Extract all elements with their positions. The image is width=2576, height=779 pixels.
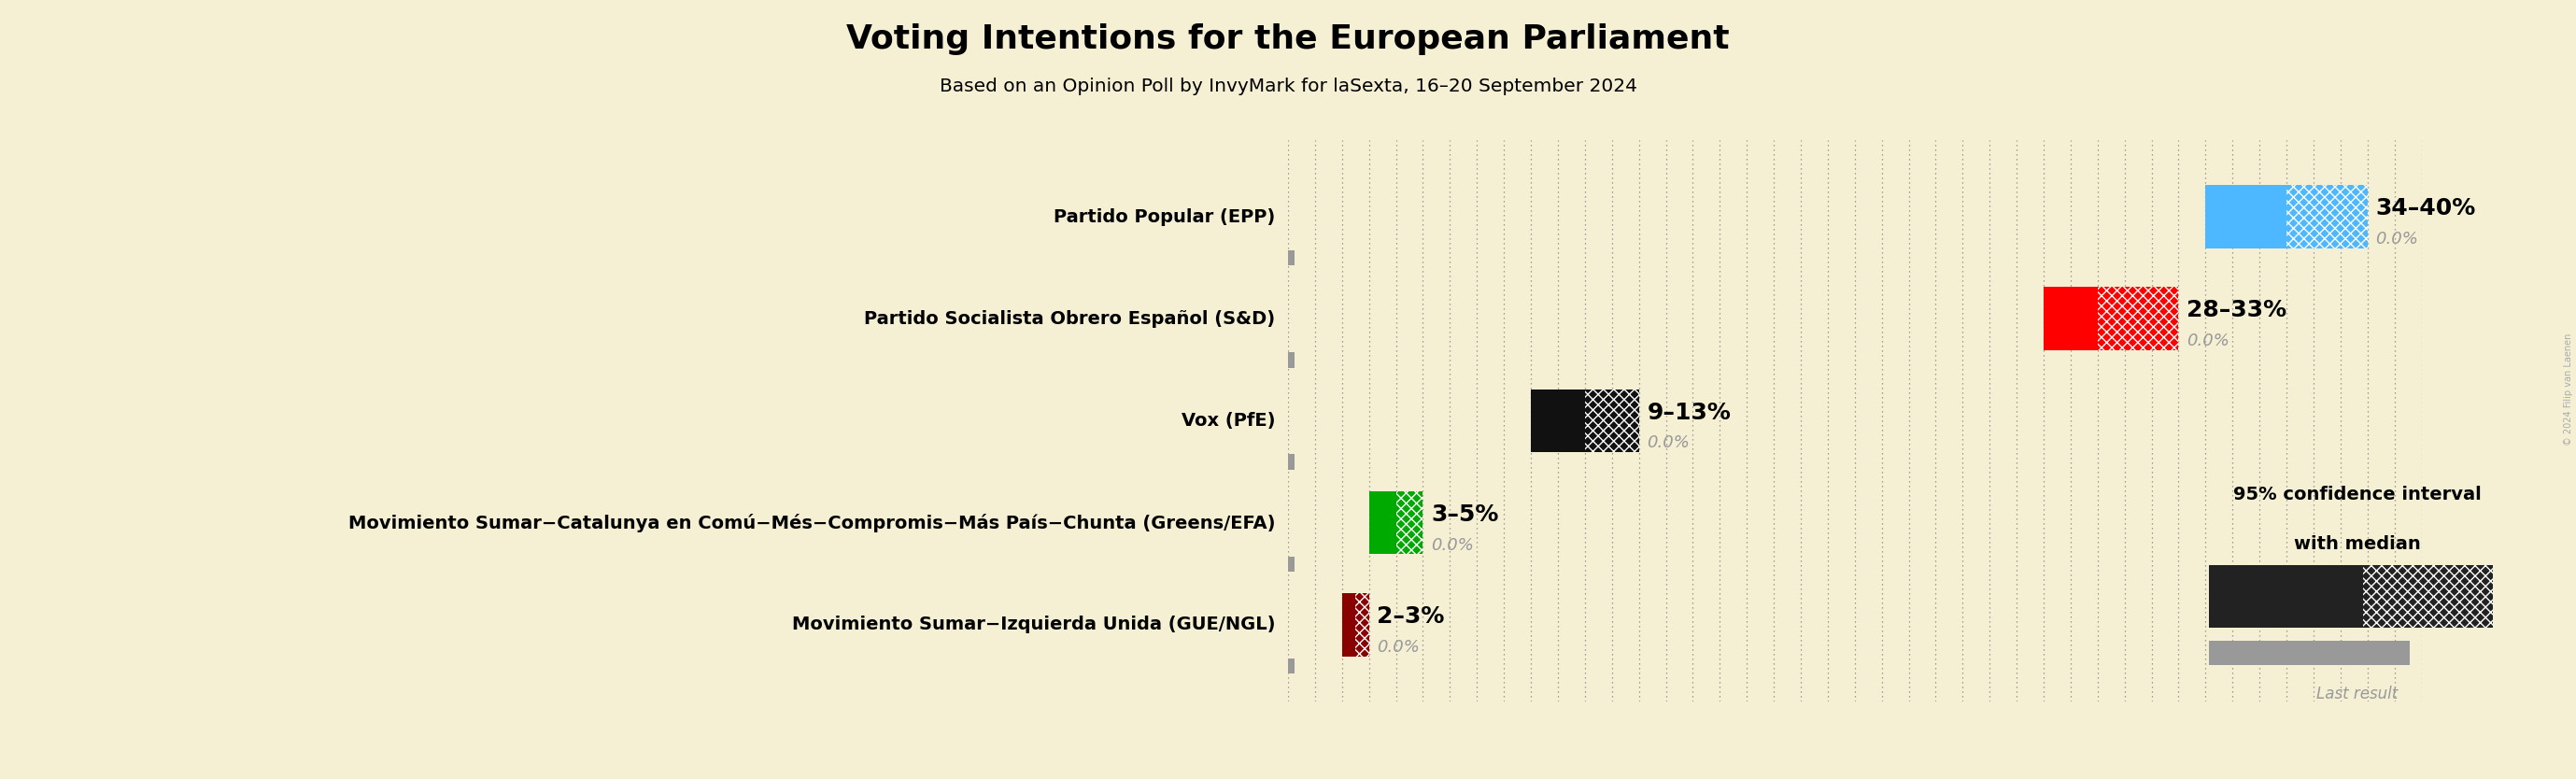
Text: 3–5%: 3–5%	[1432, 503, 1499, 526]
Bar	[1288, 454, 1296, 470]
Bar	[1368, 491, 1396, 554]
Text: 0.0%: 0.0%	[1432, 537, 1473, 554]
Text: 95% confidence interval: 95% confidence interval	[2233, 486, 2481, 503]
Bar	[2208, 566, 2362, 628]
Bar	[2362, 566, 2494, 628]
Bar	[1288, 556, 1296, 572]
Bar	[1355, 593, 1368, 656]
Text: 2–3%: 2–3%	[1378, 605, 1445, 628]
Text: Partido Popular (EPP): Partido Popular (EPP)	[1054, 208, 1275, 226]
Text: Last result: Last result	[2316, 686, 2398, 702]
Bar	[1530, 389, 1584, 453]
Text: 0.0%: 0.0%	[1378, 639, 1419, 655]
Bar	[2208, 640, 2409, 665]
Bar	[1288, 250, 1296, 266]
Text: with median: with median	[2293, 536, 2421, 553]
Text: 0.0%: 0.0%	[2375, 231, 2419, 248]
Bar	[2205, 185, 2287, 249]
Text: 28–33%: 28–33%	[2187, 299, 2287, 322]
Bar	[1342, 593, 1355, 656]
Bar	[1288, 352, 1296, 368]
Text: 34–40%: 34–40%	[2375, 197, 2476, 220]
Text: 0.0%: 0.0%	[1646, 435, 1690, 452]
Text: 9–13%: 9–13%	[1646, 401, 1731, 424]
Bar	[1396, 491, 1422, 554]
Bar	[1584, 389, 1638, 453]
Bar	[2043, 287, 2097, 351]
Text: © 2024 Filip van Laenen: © 2024 Filip van Laenen	[2563, 333, 2573, 446]
Text: Movimiento Sumar−Catalunya en Comú−Més−Compromis−Más País−Chunta (Greens/EFA): Movimiento Sumar−Catalunya en Comú−Més−C…	[348, 513, 1275, 532]
Text: 0.0%: 0.0%	[2187, 333, 2228, 350]
Bar	[2097, 287, 2179, 351]
Text: Movimiento Sumar−Izquierda Unida (GUE/NGL): Movimiento Sumar−Izquierda Unida (GUE/NG…	[791, 615, 1275, 633]
Text: Based on an Opinion Poll by InvyMark for laSexta, 16–20 September 2024: Based on an Opinion Poll by InvyMark for…	[940, 78, 1636, 96]
Text: Partido Socialista Obrero Español (S&D): Partido Socialista Obrero Español (S&D)	[863, 310, 1275, 327]
Bar	[1288, 658, 1296, 674]
Text: Voting Intentions for the European Parliament: Voting Intentions for the European Parli…	[848, 23, 1728, 55]
Bar	[2287, 185, 2367, 249]
Text: Vox (PfE): Vox (PfE)	[1182, 412, 1275, 429]
